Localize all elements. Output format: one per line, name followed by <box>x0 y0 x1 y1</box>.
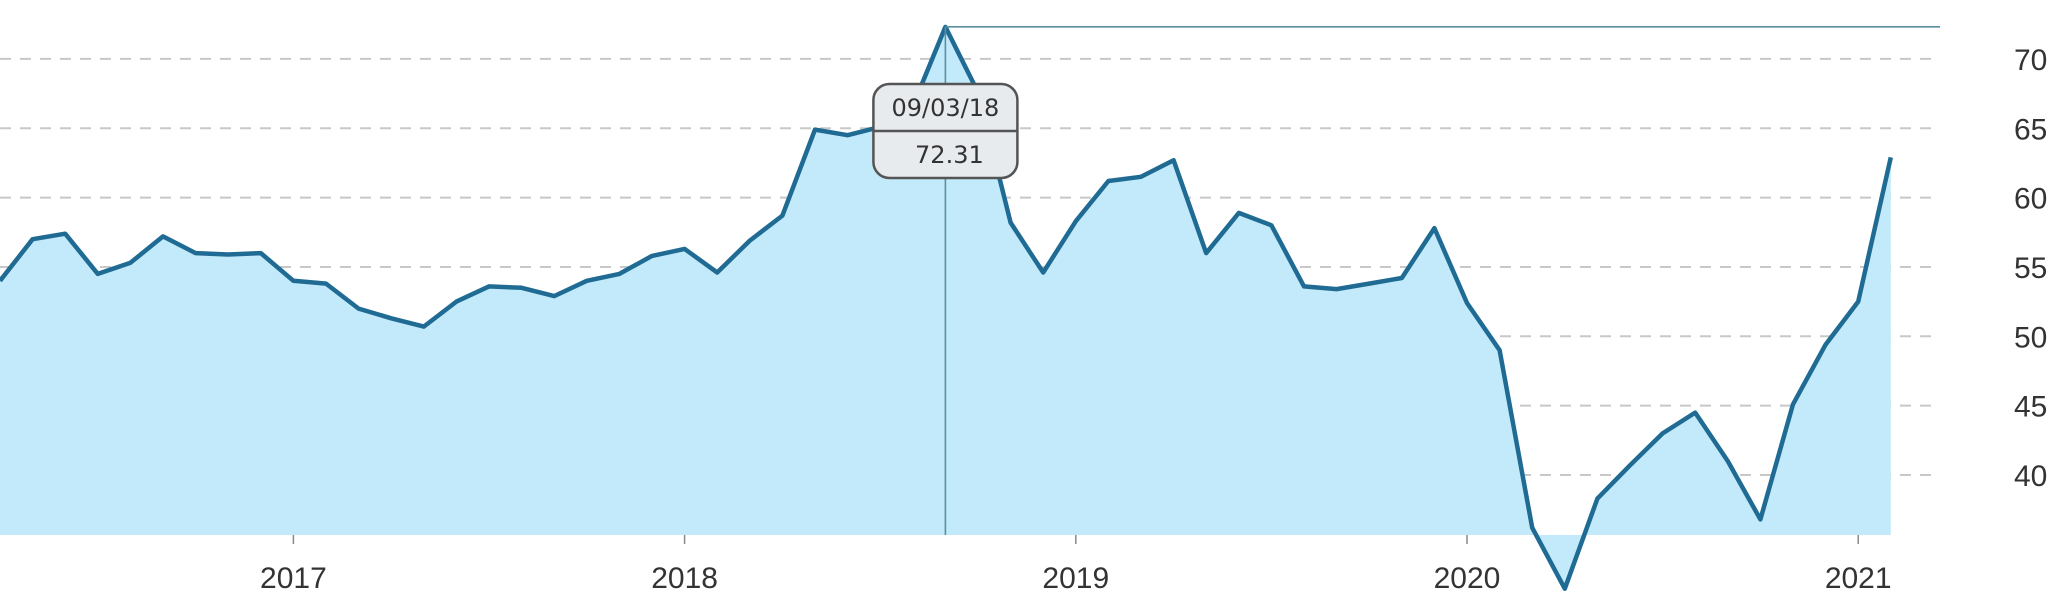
x-tick-label: 2021 <box>1825 562 1892 594</box>
tooltip-date: 09/03/18 <box>892 94 1000 122</box>
y-axis: 40 45 50 55 60 65 70 <box>2014 44 2047 493</box>
x-tick-label: 2018 <box>651 562 718 594</box>
y-tick-label: 60 <box>2014 183 2047 216</box>
hover-tooltip: 09/03/18 72.31 <box>872 82 1019 180</box>
x-axis: 2017 2018 2019 2020 2021 <box>260 535 1892 594</box>
tooltip-value: 72.31 <box>915 141 984 169</box>
y-tick-label: 45 <box>2014 391 2047 424</box>
y-tick-label: 40 <box>2014 460 2047 493</box>
x-tick-label: 2020 <box>1434 562 1501 594</box>
y-tick-label: 65 <box>2014 113 2047 146</box>
y-tick-label: 70 <box>2014 44 2047 77</box>
y-tick-label: 50 <box>2014 321 2047 354</box>
x-tick-label: 2019 <box>1042 562 1109 594</box>
x-tick-label: 2017 <box>260 562 327 594</box>
y-tick-label: 55 <box>2014 252 2047 285</box>
